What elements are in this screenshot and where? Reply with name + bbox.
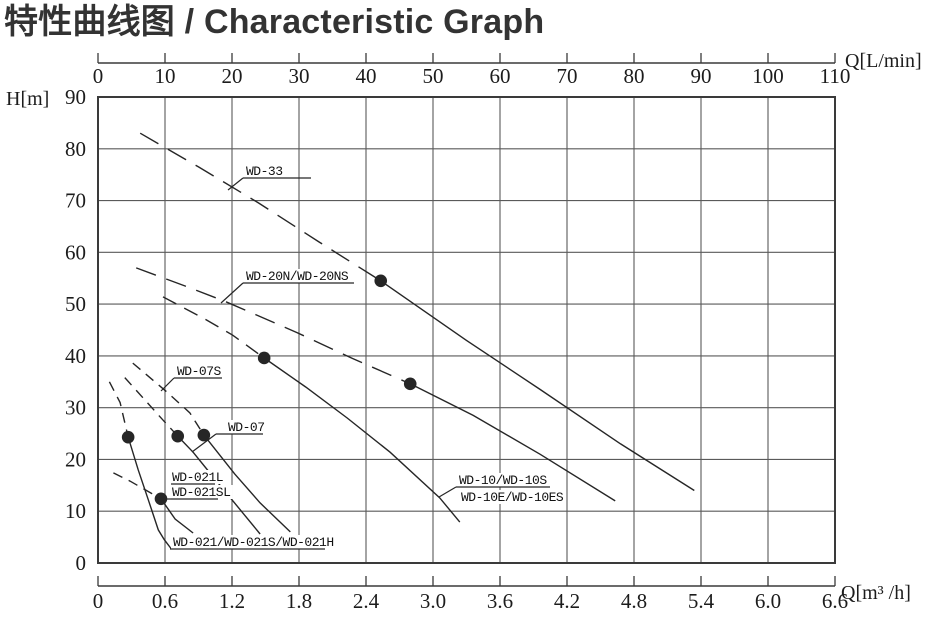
bottom-axis-tick-label: 6.0	[755, 589, 781, 613]
curve-label-wd-07s: WD-07S	[177, 364, 222, 379]
rated-point-wd-20n	[403, 377, 417, 391]
bottom-axis-tick-label: 1.8	[286, 589, 312, 613]
top-axis-tick-label: 20	[222, 64, 243, 88]
left-axis-tick-label: 30	[65, 396, 86, 420]
label-leader-wd-33	[227, 177, 244, 191]
rated-point-wd-021l	[154, 492, 168, 506]
bottom-axis-tick-label: 6.6	[822, 589, 848, 613]
label-backing-wd-021l	[170, 485, 233, 499]
top-axis-tick-label: 110	[820, 64, 851, 88]
left-axis-tick-label: 60	[65, 240, 86, 264]
left-axis-tick-label: 70	[65, 189, 86, 213]
left-axis-tick-label: 20	[65, 447, 86, 471]
label-backing-wd-10	[457, 473, 550, 487]
top-axis-tick-label: 100	[752, 64, 784, 88]
curve-wd-07s-dashed	[132, 362, 205, 436]
curve-wd-021-dashed	[108, 381, 129, 438]
curve-wd-07s-solid	[203, 434, 291, 533]
top-axis-title: Q[L/min]	[845, 50, 922, 72]
left-axis-tick-label: 80	[65, 137, 86, 161]
label-backing-wd-021l	[170, 470, 226, 484]
curve-wd-021-solid	[127, 436, 172, 549]
bottom-axis-tick-label: 3.0	[420, 589, 446, 613]
curve-label-wd-07: WD-07	[228, 420, 265, 435]
label-backing-wd-10	[459, 490, 566, 504]
label-backing-wd-20n	[244, 269, 351, 283]
rated-point-wd-021	[121, 430, 135, 444]
top-axis-tick-label: 30	[289, 64, 310, 88]
top-axis-tick-label: 10	[155, 64, 176, 88]
rated-point-wd-10	[257, 351, 271, 365]
label-backing-wd-33	[244, 164, 285, 178]
curve-wd-10-solid	[263, 357, 461, 523]
label-leader-wd-07	[191, 433, 217, 453]
left-axis-title: H[m]	[6, 88, 49, 110]
curve-label-wd-20n: WD-20N/WD-20NS	[246, 269, 349, 284]
bottom-axis-tick-label: 4.8	[621, 589, 647, 613]
left-axis-tick-label: 0	[76, 551, 87, 575]
label-leader-wd-20n	[220, 282, 244, 304]
rated-point-wd-07	[171, 429, 185, 443]
curve-wd-021l-dashed	[113, 472, 162, 500]
left-axis-tick-label: 50	[65, 292, 86, 316]
curve-wd-20n-dashed	[135, 267, 411, 385]
curve-wd-33-solid	[380, 280, 695, 492]
curve-wd-021l-solid	[160, 498, 194, 534]
bottom-axis-tick-label: 2.4	[353, 589, 380, 613]
label-leader-wd-07s	[160, 377, 175, 392]
top-axis-tick-label: 40	[356, 64, 377, 88]
label-backing-wd-07	[226, 420, 267, 434]
top-axis-tick-label: 70	[557, 64, 578, 88]
bottom-axis-title: Q[m³ /h]	[841, 582, 911, 604]
curve-label-wd-021l: WD-021L	[172, 470, 223, 485]
top-axis-tick-label: 50	[423, 64, 444, 88]
curve-label-wd-10: WD-10E/WD-10ES	[461, 490, 564, 505]
curve-label-wd-33: WD-33	[246, 164, 283, 179]
top-axis-tick-label: 60	[490, 64, 511, 88]
bottom-axis-tick-label: 3.6	[487, 589, 513, 613]
top-axis-tick-label: 80	[624, 64, 645, 88]
curve-label-wd-021l: WD-021SL	[172, 485, 230, 500]
curve-wd-20n-solid	[409, 383, 616, 502]
top-axis-tick-label: 90	[691, 64, 712, 88]
curve-label-wd-10: WD-10/WD-10S	[459, 473, 547, 488]
curve-wd-07-dashed	[124, 377, 179, 437]
left-axis-tick-label: 90	[65, 85, 86, 109]
left-axis-tick-label: 10	[65, 499, 86, 523]
curve-wd-33-dashed	[139, 132, 382, 282]
rated-point-wd-07s	[197, 428, 211, 442]
curve-label-wd-021: WD-021/WD-021S/WD-021H	[173, 535, 334, 550]
top-axis-tick-label: 0	[93, 64, 104, 88]
bottom-axis-tick-label: 0	[93, 589, 104, 613]
plot-border	[97, 96, 836, 564]
label-leader-wd-10	[438, 486, 457, 498]
bottom-axis-tick-label: 1.2	[219, 589, 245, 613]
rated-point-wd-33	[374, 274, 388, 288]
page-title: 特性曲线图 / Characteristic Graph	[4, 3, 545, 41]
label-backing-wd-07s	[175, 364, 224, 378]
bottom-axis-tick-label: 5.4	[688, 589, 715, 613]
curve-wd-10-dashed	[162, 296, 265, 359]
left-axis-tick-label: 40	[65, 344, 86, 368]
bottom-axis-tick-label: 0.6	[152, 589, 178, 613]
label-backing-wd-021	[171, 535, 337, 549]
bottom-axis-tick-label: 4.2	[554, 589, 580, 613]
